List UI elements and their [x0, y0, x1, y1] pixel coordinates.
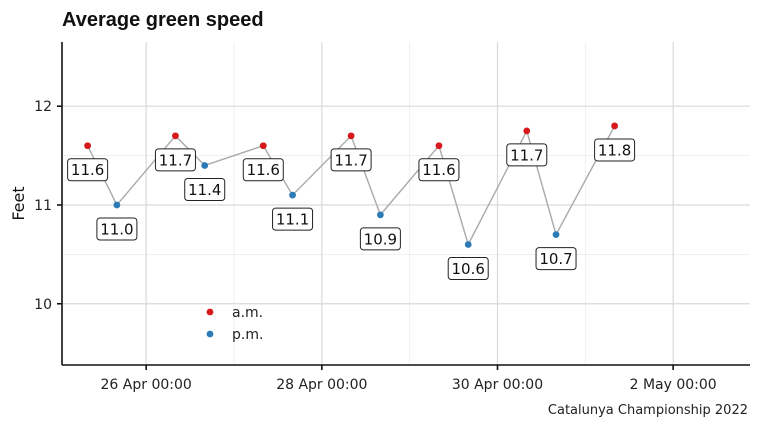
data-label: 10.7	[535, 247, 577, 271]
legend-pm-swatch	[206, 330, 214, 338]
data-label: 11.7	[330, 148, 372, 172]
x-tick-label: 28 Apr 00:00	[276, 377, 367, 393]
grid	[62, 42, 750, 365]
am-point	[84, 142, 92, 150]
data-label: 11.7	[154, 148, 196, 172]
data-label-box	[535, 247, 577, 271]
series	[84, 122, 618, 248]
y-axis-title: Feet	[9, 186, 28, 220]
data-label: 11.4	[184, 177, 226, 201]
data-label-text: 11.0	[100, 220, 133, 238]
data-label-text: 11.6	[247, 161, 280, 179]
data-label-text: 11.6	[71, 161, 104, 179]
data-label-text: 11.4	[188, 181, 221, 199]
data-label-box	[242, 158, 284, 182]
legend-label: p.m.	[232, 327, 263, 343]
data-label-box	[594, 138, 636, 162]
data-label: 10.6	[447, 256, 489, 280]
y-tick-label: 10	[34, 297, 52, 313]
data-label-box	[359, 227, 401, 251]
y-tick-label: 11	[34, 198, 52, 214]
data-label-box	[447, 256, 489, 280]
legend-label: a.m.	[232, 305, 263, 321]
data-label-text: 11.7	[510, 146, 543, 164]
data-label-text: 10.9	[364, 230, 397, 248]
pm-point	[552, 231, 560, 239]
data-label-text: 11.6	[422, 161, 455, 179]
am-point	[259, 142, 267, 150]
pm-point	[113, 201, 121, 209]
data-label: 11.6	[418, 158, 460, 182]
legend: a.m. p.m.	[206, 305, 263, 343]
data-label-text: 11.1	[276, 211, 309, 229]
data-labels: 11.6 11.0 11.7 11.4 11.6 11.1 11.7 10.9 11.6 10.6…	[67, 138, 636, 280]
data-label-text: 11.8	[598, 141, 631, 159]
pm-point	[201, 162, 209, 169]
axes: 10 11 12 26 Apr 00:00 28 Apr 00:00 30 Apr 00:…	[34, 42, 750, 393]
am-point	[347, 132, 355, 140]
data-label-box	[272, 207, 314, 231]
am-point	[435, 142, 443, 150]
data-label: 11.1	[272, 207, 314, 231]
am-point	[172, 132, 179, 140]
data-label-box	[506, 143, 548, 167]
data-label: 11.0	[96, 217, 138, 241]
pm-point	[289, 191, 296, 199]
am-point	[611, 122, 618, 130]
chart-caption: Catalunya Championship 2022	[548, 403, 748, 418]
data-label-box	[418, 158, 460, 182]
data-label: 10.9	[359, 227, 401, 251]
data-label-box	[184, 177, 226, 201]
pm-point	[376, 211, 384, 219]
data-label-box	[96, 217, 138, 241]
x-tick-label: 2 May 00:00	[630, 377, 717, 393]
x-tick-label: 26 Apr 00:00	[101, 377, 192, 393]
data-label: 11.6	[67, 158, 109, 182]
data-label: 11.8	[594, 138, 636, 162]
data-label-box	[330, 148, 372, 172]
data-label-box	[154, 148, 196, 172]
chart-title: Average green speed	[62, 9, 264, 31]
pm-point	[464, 241, 472, 248]
am-point	[523, 127, 531, 135]
data-label-text: 10.6	[452, 260, 485, 278]
data-label-text: 11.7	[159, 151, 192, 169]
data-label-text: 11.7	[334, 151, 367, 169]
y-tick-label: 12	[34, 99, 52, 115]
legend-am-swatch	[206, 308, 214, 316]
data-label: 11.6	[242, 158, 284, 182]
data-label-text: 10.7	[539, 250, 572, 268]
x-tick-label: 30 Apr 00:00	[452, 377, 543, 393]
data-label-box	[67, 158, 109, 182]
data-label: 11.7	[506, 143, 548, 167]
